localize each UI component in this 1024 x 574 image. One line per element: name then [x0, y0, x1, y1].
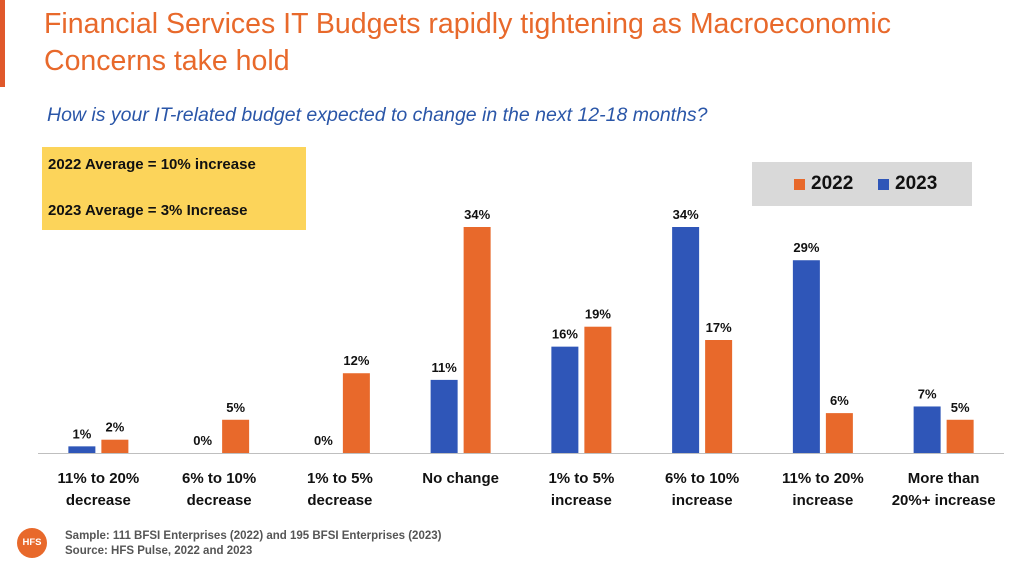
- data-label-2023-1: 0%: [193, 433, 212, 448]
- average-2023-text: 2023 Average = 3% Increase: [48, 202, 248, 219]
- data-label-2022-6: 6%: [830, 393, 849, 408]
- average-callout-box: 2022 Average = 10% increase 2023 Average…: [42, 147, 306, 230]
- bar-2022-6: [825, 413, 853, 453]
- category-label-7-0: More than: [908, 470, 980, 487]
- bar-2023-4: [551, 346, 579, 453]
- category-label-0-1: decrease: [66, 492, 131, 509]
- data-label-2022-2: 12%: [343, 353, 369, 368]
- legend-item-2022: 2022: [794, 173, 854, 194]
- bar-2023-5: [672, 227, 700, 453]
- footer-sample: Sample: 111 BFSI Enterprises (2022) and …: [65, 530, 442, 542]
- bar-2023-3: [430, 379, 458, 453]
- bar-2022-0: [101, 439, 129, 453]
- footer-source: Source: HFS Pulse, 2022 and 2023: [65, 545, 253, 557]
- legend-item-2023: 2023: [878, 173, 938, 194]
- category-label-1-1: decrease: [187, 492, 252, 509]
- data-label-2022-7: 5%: [951, 400, 970, 415]
- category-label-7-1: 20%+ increase: [892, 492, 996, 509]
- category-label-5-0: 6% to 10%: [665, 470, 739, 487]
- category-label-4-1: increase: [551, 492, 612, 509]
- average-2022-text: 2022 Average = 10% increase: [48, 156, 256, 173]
- legend-label-2023: 2023: [895, 173, 938, 194]
- category-label-5-1: increase: [672, 492, 733, 509]
- data-label-2023-7: 7%: [918, 386, 937, 401]
- data-label-2023-6: 29%: [793, 240, 819, 255]
- category-label-0-0: 11% to 20%: [58, 470, 140, 487]
- category-label-6-0: 11% to 20%: [782, 470, 864, 487]
- data-label-2022-5: 17%: [706, 320, 732, 335]
- hfs-logo: HFS: [17, 528, 47, 558]
- bar-2022-5: [705, 340, 733, 453]
- category-label-3-0: No change: [422, 470, 499, 487]
- bar-2023-0: [68, 446, 96, 453]
- category-label-1-0: 6% to 10%: [182, 470, 256, 487]
- chart-legend: 2022 2023: [752, 162, 972, 206]
- bar-2023-7: [913, 406, 941, 453]
- category-label-2-1: decrease: [307, 492, 372, 509]
- bar-2022-3: [463, 227, 491, 453]
- bar-2022-1: [222, 419, 250, 453]
- chart-question: How is your IT-related budget expected t…: [47, 104, 708, 126]
- bar-2022-4: [584, 326, 612, 453]
- category-label-6-1: increase: [792, 492, 853, 509]
- data-label-2022-1: 5%: [226, 400, 245, 415]
- legend-swatch-2022: [794, 178, 805, 190]
- accent-bar: [0, 0, 5, 87]
- data-label-2023-0: 1%: [72, 426, 91, 441]
- category-label-4-0: 1% to 5%: [548, 470, 614, 487]
- data-label-2022-4: 19%: [585, 307, 611, 322]
- page-title: Financial Services IT Budgets rapidly ti…: [44, 8, 891, 77]
- data-label-2023-3: 11%: [431, 360, 457, 375]
- data-label-2023-2: 0%: [314, 433, 333, 448]
- category-label-2-0: 1% to 5%: [307, 470, 373, 487]
- data-label-2023-5: 34%: [673, 207, 699, 222]
- bar-2022-7: [946, 419, 974, 453]
- data-label-2022-0: 2%: [105, 420, 124, 435]
- bar-2022-2: [342, 373, 370, 453]
- legend-swatch-2023: [878, 178, 889, 190]
- data-label-2022-3: 34%: [464, 207, 490, 222]
- legend-label-2022: 2022: [811, 173, 854, 194]
- bar-2023-6: [792, 260, 820, 453]
- data-label-2023-4: 16%: [552, 327, 578, 342]
